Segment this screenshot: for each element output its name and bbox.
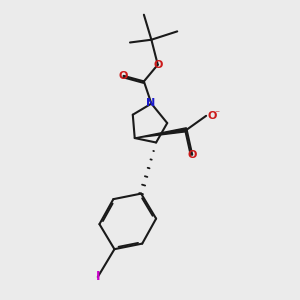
- Text: I: I: [95, 270, 100, 284]
- Text: O: O: [208, 111, 217, 121]
- Text: O: O: [188, 150, 197, 160]
- Text: O: O: [119, 71, 128, 81]
- Text: N: N: [146, 98, 155, 108]
- Text: O: O: [153, 60, 163, 70]
- Polygon shape: [135, 128, 187, 138]
- Text: ⁻: ⁻: [214, 110, 219, 120]
